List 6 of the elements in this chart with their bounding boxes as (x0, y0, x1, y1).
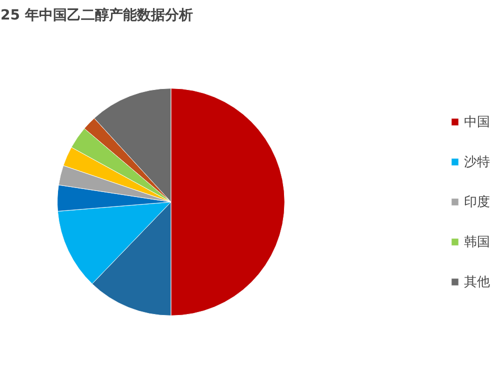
legend-label: 其他 (464, 274, 490, 290)
legend-label: 印度 (464, 194, 490, 210)
legend-label: 沙特 (464, 154, 490, 170)
legend-label: 韩国 (464, 234, 490, 250)
chart-title: 25 年中国乙二醇产能数据分析 (0, 6, 193, 24)
legend-label: 中国 (464, 114, 490, 130)
